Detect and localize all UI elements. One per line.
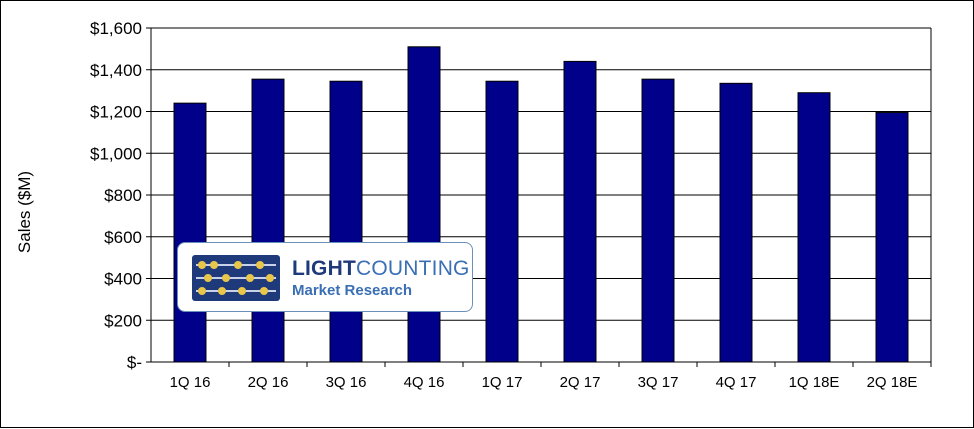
- bar: [251, 78, 285, 363]
- x-tick-label: 2Q 17: [560, 374, 601, 391]
- y-tick-labels: $- $200 $400 $600 $800 $1,000 $1,200 $1,400 $1,6…: [90, 19, 142, 372]
- bar: [875, 112, 909, 363]
- x-tick-label: 1Q 16: [170, 374, 211, 391]
- bar: [641, 78, 675, 363]
- x-tick-label: 4Q 17: [716, 374, 757, 391]
- y-tick-label: $1,000: [90, 144, 142, 163]
- bar: [797, 92, 831, 363]
- x-tick-labels: 1Q 16 2Q 16 3Q 16 4Q 16 1Q 17 2Q 17 3Q 17 4Q 17…: [170, 374, 918, 391]
- bar: [719, 82, 753, 363]
- y-tick-label: $1,600: [90, 19, 142, 38]
- bar: [563, 60, 597, 363]
- bar: [329, 80, 363, 363]
- y-tick-label: $1,200: [90, 103, 142, 122]
- abacus-logo-icon: [192, 255, 280, 301]
- y-axis-label: Sales ($M): [15, 171, 34, 253]
- x-tick-label: 2Q 18E: [867, 374, 918, 391]
- y-tick-label: $200: [104, 311, 142, 330]
- x-tick-label: 1Q 17: [482, 374, 523, 391]
- bar: [407, 46, 441, 363]
- x-tick-label: 1Q 18E: [789, 374, 840, 391]
- bar: [485, 80, 519, 363]
- y-tick-label: $400: [104, 270, 142, 289]
- logo-name-part1: LIGHT: [292, 257, 356, 280]
- logo-name-part2: COUNTING: [356, 257, 470, 280]
- bar: [173, 102, 207, 363]
- lightcounting-logo: LIGHTCOUNTING Market Research: [177, 242, 473, 312]
- y-tick-label: $1,400: [90, 61, 142, 80]
- y-tick-label: $-: [127, 353, 142, 372]
- x-tick-label: 3Q 16: [326, 374, 367, 391]
- axes: [146, 27, 932, 367]
- y-tick-label: $600: [104, 228, 142, 247]
- x-tick-label: 2Q 16: [248, 374, 289, 391]
- logo-subtitle: Market Research: [292, 282, 413, 299]
- logo-wordmark: LIGHTCOUNTING: [292, 257, 470, 281]
- y-tick-label: $800: [104, 186, 142, 205]
- bars: [173, 46, 909, 363]
- x-tick-label: 4Q 16: [404, 374, 445, 391]
- x-tick-label: 3Q 17: [638, 374, 679, 391]
